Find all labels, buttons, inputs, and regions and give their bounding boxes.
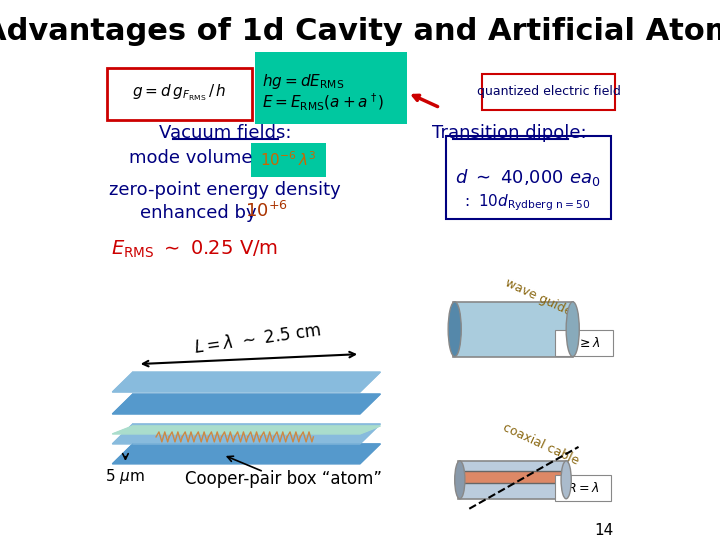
Text: wave guide: wave guide [503,276,574,319]
Text: $R = \lambda$: $R = \lambda$ [567,481,599,495]
FancyBboxPatch shape [555,330,613,356]
Text: $hg = dE_{\rm RMS}$: $hg = dE_{\rm RMS}$ [261,72,344,91]
FancyBboxPatch shape [459,471,567,483]
FancyBboxPatch shape [255,52,408,124]
Text: 14: 14 [594,523,613,538]
Text: $g = d\,g_{F_{\rm RMS}}\,/\,h$: $g = d\,g_{F_{\rm RMS}}\,/\,h$ [132,83,227,103]
Text: $:\ 10d_{\rm Rydberg\ n=50}$: $:\ 10d_{\rm Rydberg\ n=50}$ [462,192,590,213]
Polygon shape [112,394,380,414]
FancyBboxPatch shape [251,143,325,177]
Text: zero-point energy density: zero-point energy density [109,180,341,199]
Ellipse shape [448,302,462,356]
Text: quantized electric field: quantized electric field [477,85,621,98]
FancyBboxPatch shape [210,428,233,444]
Ellipse shape [455,461,465,499]
Polygon shape [112,444,380,464]
Text: $10^{-6}\,\lambda^3$: $10^{-6}\,\lambda^3$ [261,150,317,169]
Text: $d\ \sim\ 40{,}000\ ea_0$: $d\ \sim\ 40{,}000\ ea_0$ [456,167,600,188]
Text: coaxial cable: coaxial cable [500,421,581,467]
Text: $5\ \mu\rm m$: $5\ \mu\rm m$ [105,467,145,487]
Text: $E_{\rm RMS}\ \sim\ 0.25\ \rm V/m$: $E_{\rm RMS}\ \sim\ 0.25\ \rm V/m$ [111,239,278,260]
FancyBboxPatch shape [459,461,567,499]
Text: Transition dipole:: Transition dipole: [432,124,587,141]
FancyBboxPatch shape [555,475,611,501]
FancyBboxPatch shape [482,74,615,110]
Text: $E = E_{\rm RMS}(a + a^\dagger)$: $E = E_{\rm RMS}(a + a^\dagger)$ [261,92,384,113]
Text: Vacuum fields:: Vacuum fields: [159,124,292,141]
Text: enhanced by: enhanced by [140,205,256,222]
Text: $R \geq \lambda$: $R \geq \lambda$ [567,336,600,350]
Text: Cooper-pair box “atom”: Cooper-pair box “atom” [185,470,382,488]
Text: mode volume: mode volume [130,148,253,167]
Text: $L = \lambda\ \sim\ 2.5\ \rm cm$: $L = \lambda\ \sim\ 2.5\ \rm cm$ [193,321,323,357]
Polygon shape [112,424,380,444]
Ellipse shape [566,302,580,356]
Polygon shape [112,426,380,434]
Polygon shape [112,372,380,392]
FancyBboxPatch shape [454,302,573,357]
Text: $10^{+6}$: $10^{+6}$ [246,200,288,220]
Ellipse shape [561,461,571,499]
Text: Advantages of 1d Cavity and Artificial Atom: Advantages of 1d Cavity and Artificial A… [0,17,720,46]
FancyBboxPatch shape [107,68,252,120]
FancyBboxPatch shape [446,136,611,219]
